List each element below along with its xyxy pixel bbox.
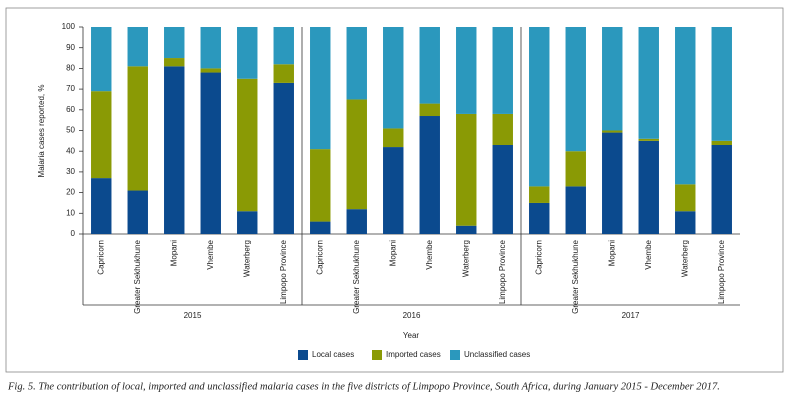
bar-segment bbox=[419, 27, 440, 104]
bar-segment bbox=[127, 66, 148, 191]
y-tick-label: 90 bbox=[66, 43, 75, 52]
legend-label: Local cases bbox=[312, 350, 354, 359]
x-tick-label: Vhembe bbox=[644, 239, 653, 269]
x-tick-label: Greater Sekhukhune bbox=[352, 239, 361, 313]
x-tick-label: Limpopo Province bbox=[279, 239, 288, 304]
bar-segment bbox=[565, 151, 586, 187]
x-tick-label: Waterberg bbox=[680, 240, 689, 277]
legend-swatch bbox=[450, 350, 460, 360]
bar-segment bbox=[237, 27, 258, 79]
y-tick-label: 20 bbox=[66, 188, 75, 197]
x-tick-label: Capricorn bbox=[96, 240, 105, 275]
bar-segment bbox=[164, 58, 185, 67]
x-axis-label: Year bbox=[403, 331, 420, 340]
year-label: 2017 bbox=[622, 311, 640, 320]
bar-segment bbox=[127, 190, 148, 234]
y-axis-label: Malaria cases reported, % bbox=[37, 85, 46, 178]
bar-segment bbox=[91, 91, 112, 179]
bar-segment bbox=[346, 27, 367, 100]
x-tick-label: Limpopo Province bbox=[498, 239, 507, 304]
bar-segment bbox=[529, 186, 550, 203]
year-label: 2015 bbox=[184, 311, 202, 320]
bar-segment bbox=[492, 27, 513, 114]
y-tick-label: 100 bbox=[62, 22, 76, 31]
bar-segment bbox=[492, 113, 513, 145]
y-tick-label: 50 bbox=[66, 126, 75, 135]
bar-segment bbox=[675, 211, 696, 234]
bar-segment bbox=[492, 144, 513, 234]
chart-frame bbox=[5, 7, 784, 373]
y-tick-label: 80 bbox=[66, 64, 75, 73]
x-tick-label: Vhembe bbox=[425, 239, 434, 269]
legend-swatch bbox=[298, 350, 308, 360]
bar-segment bbox=[164, 66, 185, 234]
legend-label: Imported cases bbox=[386, 350, 441, 359]
bar-segment bbox=[200, 27, 221, 69]
bar-segment bbox=[127, 27, 148, 67]
x-tick-label: Greater Sekhukhune bbox=[571, 239, 580, 313]
bar-segment bbox=[565, 27, 586, 152]
bar-segment bbox=[529, 27, 550, 187]
bar-segment bbox=[200, 72, 221, 234]
y-tick-label: 10 bbox=[66, 208, 75, 217]
bar-segment bbox=[273, 64, 294, 83]
bar-segment bbox=[675, 184, 696, 212]
bar-segment bbox=[419, 116, 440, 234]
bar-segment bbox=[565, 186, 586, 234]
bar-segment bbox=[602, 132, 623, 234]
legend-swatch bbox=[372, 350, 382, 360]
bar-segment bbox=[91, 178, 112, 234]
bar-segment bbox=[346, 209, 367, 234]
x-tick-label: Mopani bbox=[169, 240, 178, 266]
bar-segment bbox=[310, 221, 331, 234]
bar-segment bbox=[711, 140, 732, 145]
x-tick-label: Limpopo Province bbox=[717, 239, 726, 304]
bar-segment bbox=[638, 27, 659, 139]
x-tick-label: Mopani bbox=[607, 240, 616, 266]
bar-segment bbox=[346, 99, 367, 210]
x-tick-label: Capricorn bbox=[315, 240, 324, 275]
bar-segment bbox=[456, 225, 477, 234]
y-tick-label: 0 bbox=[71, 229, 76, 238]
bar-segment bbox=[383, 147, 404, 234]
x-tick-label: Waterberg bbox=[461, 240, 470, 277]
bar-segment bbox=[273, 82, 294, 234]
bar-segment bbox=[237, 78, 258, 212]
bar-segment bbox=[164, 27, 185, 59]
bar-segment bbox=[711, 144, 732, 234]
year-label: 2016 bbox=[403, 311, 421, 320]
y-tick-label: 30 bbox=[66, 167, 75, 176]
x-tick-label: Greater Sekhukhune bbox=[133, 239, 142, 313]
y-tick-label: 60 bbox=[66, 105, 75, 114]
bar-segment bbox=[310, 27, 331, 150]
bar-segment bbox=[419, 103, 440, 117]
x-tick-label: Waterberg bbox=[242, 240, 251, 277]
bar-segment bbox=[638, 138, 659, 141]
bar-segment bbox=[711, 27, 732, 141]
y-tick-label: 70 bbox=[66, 84, 75, 93]
bar-segment bbox=[529, 202, 550, 234]
y-tick-label: 40 bbox=[66, 146, 75, 155]
bar-segment bbox=[675, 27, 696, 185]
bar-segment bbox=[273, 27, 294, 65]
bar-segment bbox=[602, 130, 623, 133]
legend-label: Unclassified cases bbox=[464, 350, 530, 359]
x-tick-label: Capricorn bbox=[534, 240, 543, 275]
caption: Fig. 5. The contribution of local, impor… bbox=[7, 381, 720, 392]
bar-segment bbox=[456, 27, 477, 114]
bar-segment bbox=[456, 113, 477, 226]
bar-segment bbox=[237, 211, 258, 234]
x-tick-label: Vhembe bbox=[206, 239, 215, 269]
bar-segment bbox=[638, 140, 659, 234]
bar-segment bbox=[383, 27, 404, 129]
x-tick-label: Mopani bbox=[388, 240, 397, 266]
bar-segment bbox=[310, 149, 331, 222]
bar-segment bbox=[91, 27, 112, 92]
bar-segment bbox=[383, 128, 404, 148]
bar-segment bbox=[602, 27, 623, 131]
bar-segment bbox=[200, 68, 221, 73]
